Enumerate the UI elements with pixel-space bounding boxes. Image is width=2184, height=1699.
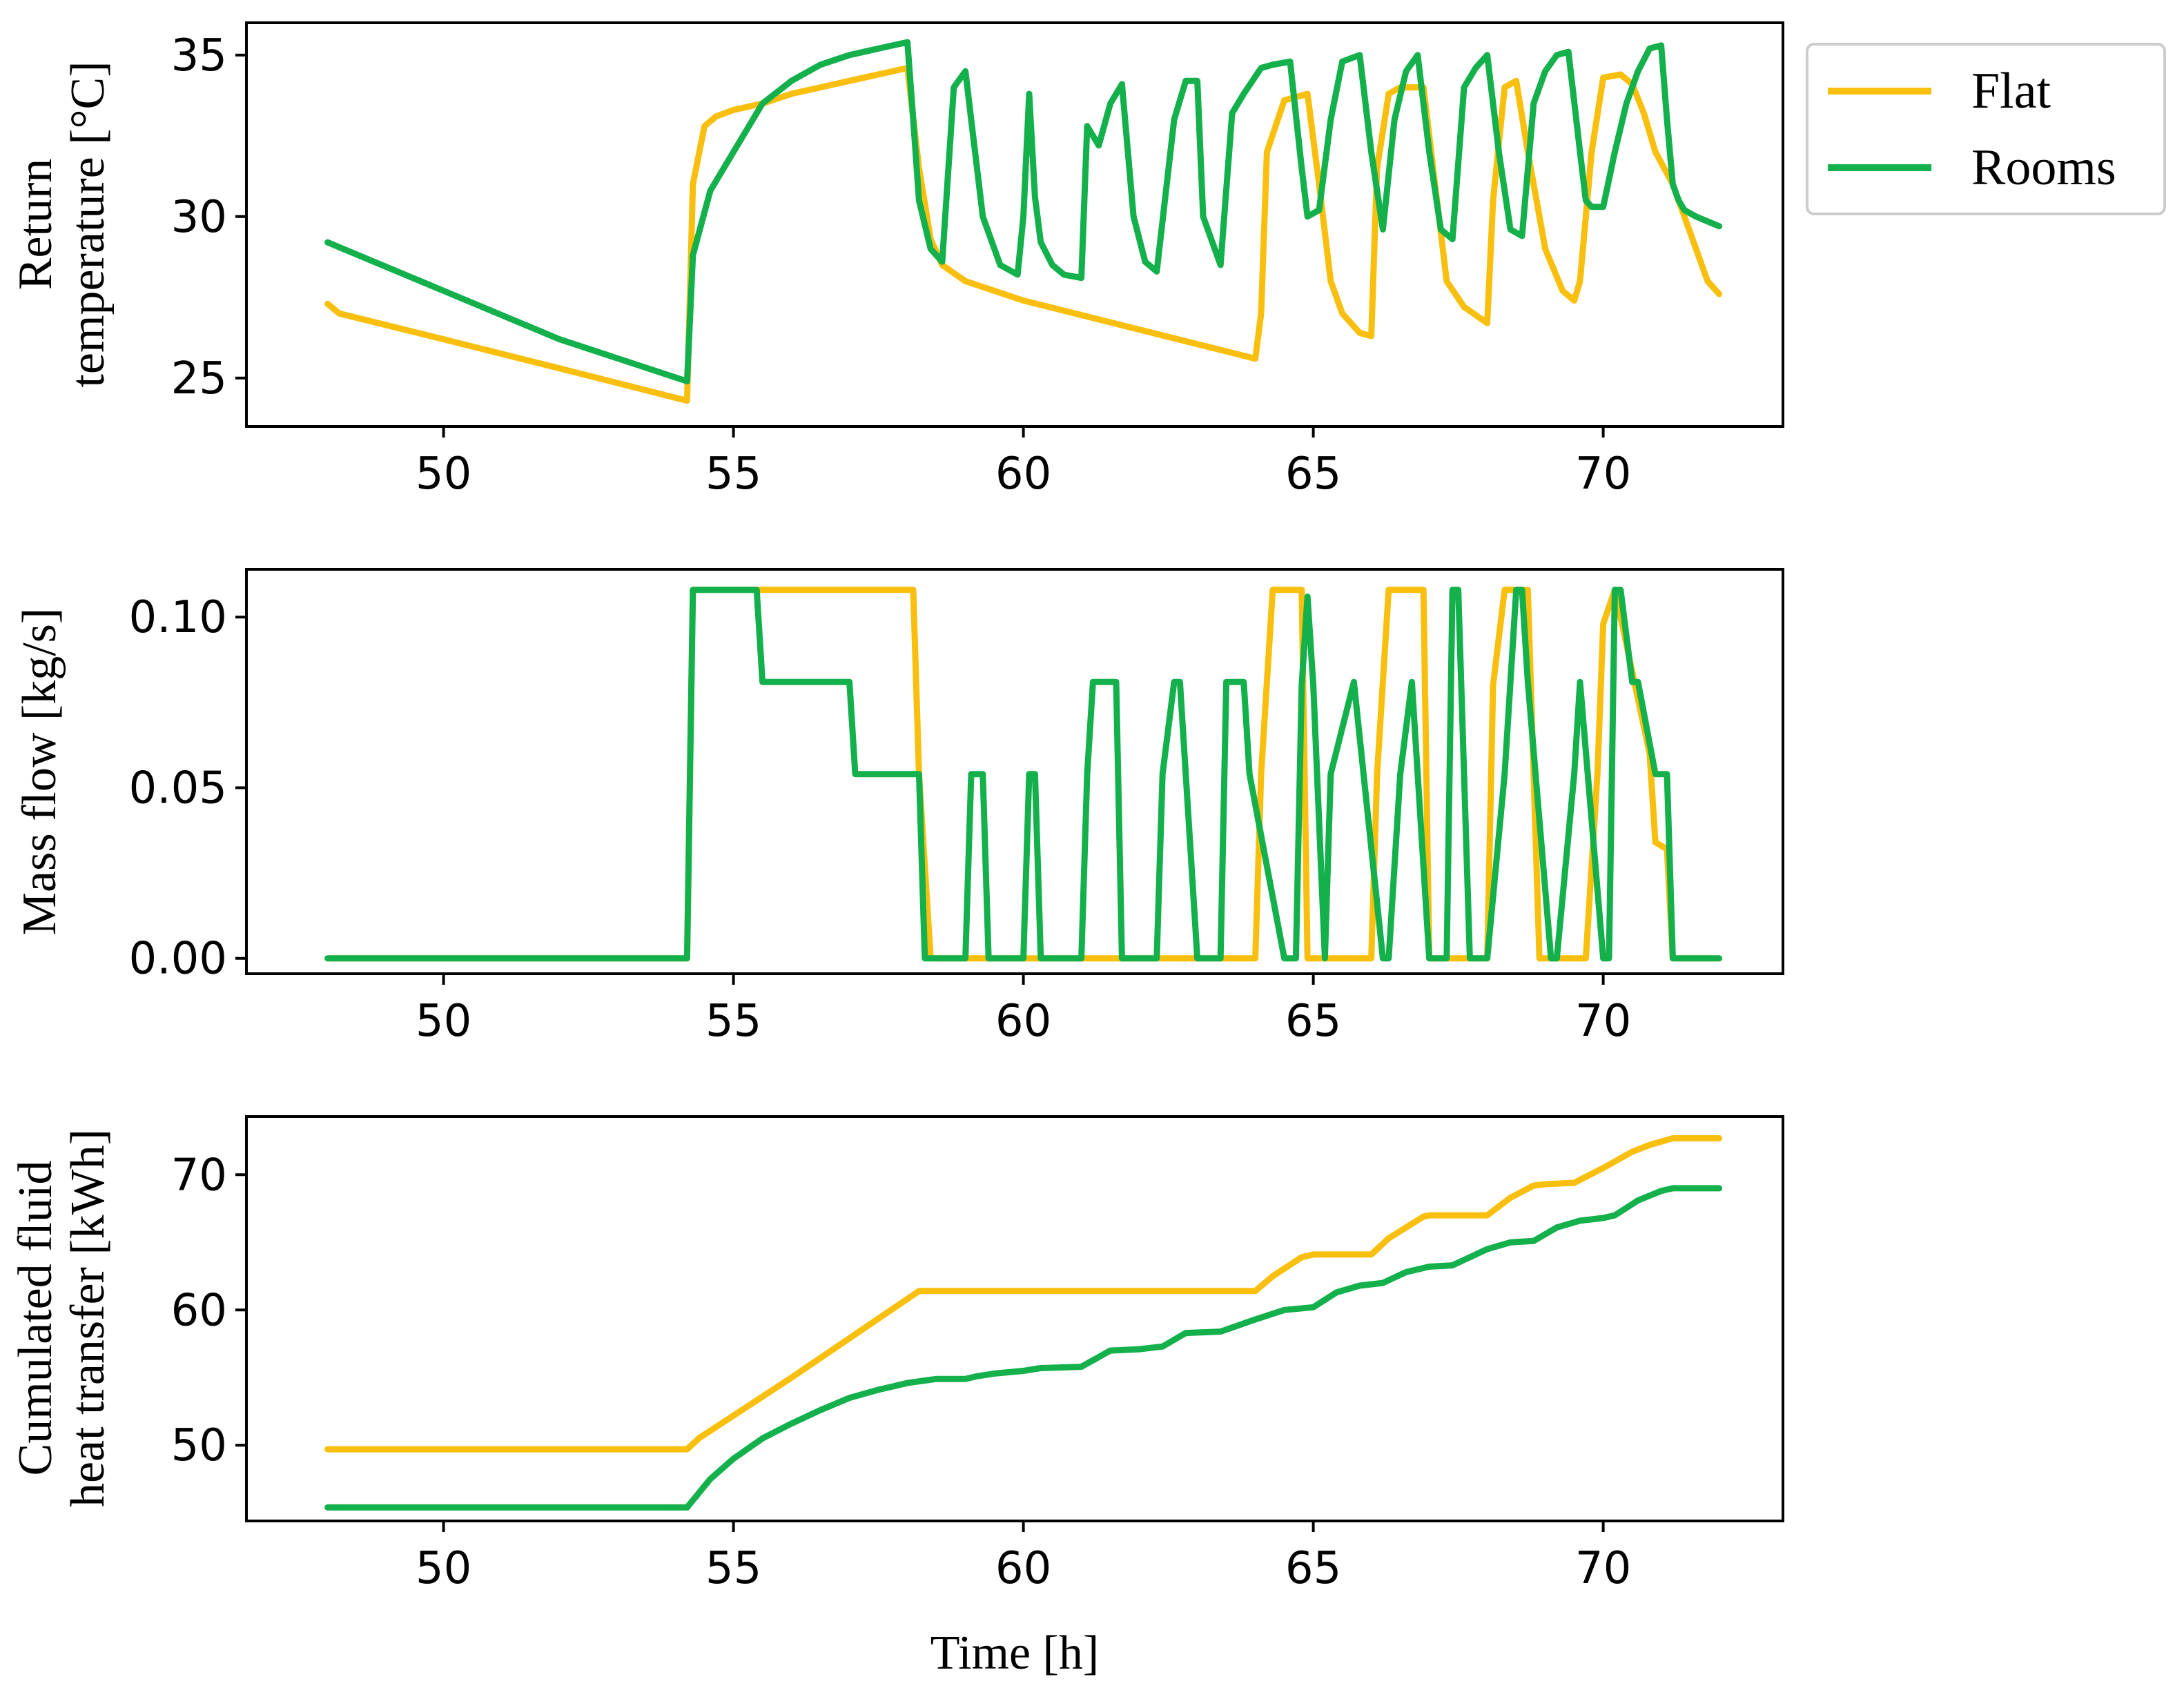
series-line-flat xyxy=(324,587,1723,962)
y-axis-label-line-1: Cumulated fluid xyxy=(9,1161,62,1476)
x-tick-label: 50 xyxy=(416,449,471,500)
y-axis-label-line-2: temperature [°C] xyxy=(61,61,115,387)
x-tick-label: 60 xyxy=(995,449,1051,500)
panel-mass-flow: 50 55 60 65 70 0.00 0.05 0.10 Mass flow [kg/s] xyxy=(13,568,1784,1047)
panel-cumulated-heat: 50 55 60 65 70 50 60 70 Cumulated fluid heat t… xyxy=(9,1115,1784,1680)
legend-label-rooms: Rooms xyxy=(1971,139,2116,196)
x-tick-label: 55 xyxy=(705,996,761,1047)
y-tick-label: 60 xyxy=(171,1285,227,1336)
y-tick-label: 35 xyxy=(171,30,227,81)
series-line-rooms xyxy=(324,1185,1723,1511)
x-tick-label: 65 xyxy=(1285,996,1341,1047)
y-axis-label-line-2: heat transfer [kWh] xyxy=(61,1129,115,1507)
x-tick-label: 60 xyxy=(995,996,1051,1047)
y-tick-label: 50 xyxy=(171,1420,227,1471)
y-tick-label: 25 xyxy=(171,353,227,404)
y-tick-label: 0.05 xyxy=(129,763,228,814)
legend-label-flat: Flat xyxy=(1971,63,2051,119)
x-tick-label: 70 xyxy=(1575,1543,1631,1594)
legend-frame xyxy=(1806,43,2166,215)
x-tick-label: 70 xyxy=(1575,449,1631,500)
series-line-flat xyxy=(324,1135,1723,1453)
x-tick-label: 55 xyxy=(705,449,761,500)
x-tick-label: 50 xyxy=(416,1543,471,1594)
x-tick-label: 60 xyxy=(995,1543,1051,1594)
y-tick-label: 30 xyxy=(171,192,227,243)
y-tick-label: 70 xyxy=(171,1150,227,1201)
x-tick-label: 70 xyxy=(1575,996,1631,1047)
axes-frame xyxy=(245,568,1784,975)
x-tick-label: 50 xyxy=(416,996,471,1047)
series-line-rooms xyxy=(324,587,1723,962)
x-axis-label: Time [h] xyxy=(930,1627,1099,1680)
panel-return-temperature: 50 55 60 65 70 25 30 35 Return temperature [°C… xyxy=(9,21,1784,500)
x-tick-label: 65 xyxy=(1285,449,1341,500)
series-line-rooms xyxy=(324,39,1723,384)
y-axis-label-line-1: Return xyxy=(9,159,62,291)
axes-frame xyxy=(245,1115,1784,1522)
x-tick-label: 65 xyxy=(1285,1543,1341,1594)
y-axis-label: Mass flow [kg/s] xyxy=(13,608,66,935)
x-tick-label: 55 xyxy=(705,1543,761,1594)
legend: Flat Rooms xyxy=(1806,43,2166,215)
axes-frame xyxy=(245,21,1784,428)
y-tick-label: 0.10 xyxy=(129,592,228,643)
y-tick-label: 0.00 xyxy=(129,934,228,985)
